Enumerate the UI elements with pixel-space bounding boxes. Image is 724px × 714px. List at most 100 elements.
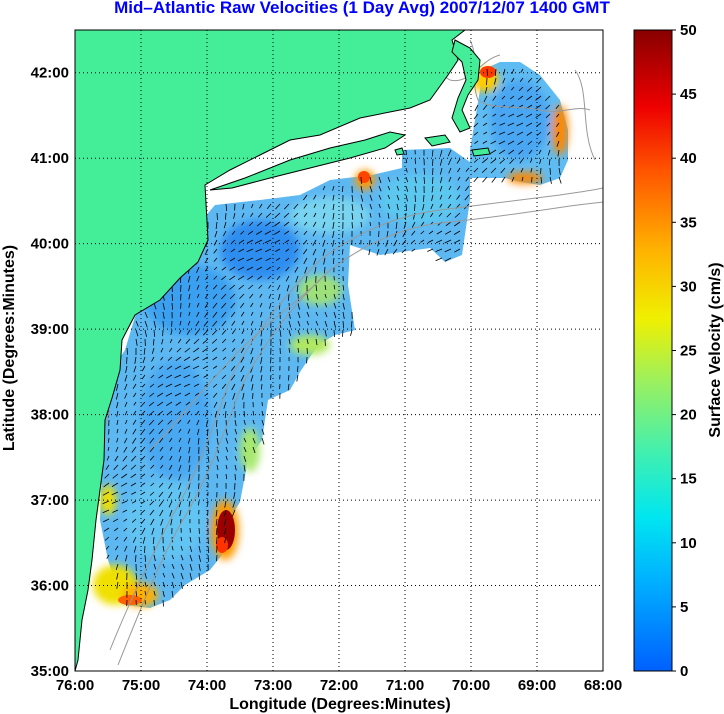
colorbar-tick-label: 20: [680, 407, 697, 424]
x-tick-label: 69:00: [518, 677, 556, 694]
velocity-vector: [169, 509, 173, 517]
velocity-vector: [405, 194, 408, 202]
velocity-vector: [448, 167, 452, 174]
velocity-vector: [153, 563, 157, 570]
velocity-vector: [178, 437, 182, 443]
velocity-vector: [500, 167, 506, 174]
velocity-vector: [251, 383, 254, 391]
velocity-vector: [518, 149, 524, 155]
velocity-vector: [180, 284, 182, 292]
velocity-vector: [396, 185, 400, 191]
velocity-vector: [144, 599, 146, 605]
velocity-vector: [420, 221, 425, 227]
velocity-vector: [230, 248, 236, 253]
velocity-vector: [333, 311, 337, 319]
velocity-vector: [360, 185, 363, 193]
velocity-vector: [105, 464, 110, 470]
velocity-vector: [315, 302, 319, 308]
velocity-vector: [150, 482, 155, 487]
velocity-vector: [171, 581, 175, 589]
velocity-vector: [439, 158, 443, 166]
velocity-vector: [448, 194, 452, 199]
velocity-vector: [297, 338, 300, 344]
velocity-vector: [535, 95, 542, 101]
velocity-vector: [261, 437, 265, 445]
velocity-vector: [265, 212, 272, 218]
velocity-vector: [456, 185, 461, 191]
velocity-vector: [106, 554, 110, 559]
velocity-vector: [288, 293, 290, 301]
velocity-vector: [445, 221, 452, 227]
velocity-vector: [521, 176, 524, 182]
velocity-vector: [555, 104, 560, 110]
velocity-vector: [189, 563, 193, 571]
velocity-vector: [333, 284, 336, 290]
velocity-vector: [234, 446, 237, 451]
velocity-vector: [526, 131, 533, 136]
velocity-vector: [132, 383, 137, 389]
velocity-vector: [332, 185, 335, 191]
velocity-vector: [215, 500, 218, 508]
velocity-vector: [454, 221, 461, 227]
velocity-vector: [234, 437, 238, 443]
velocity-vector: [457, 167, 461, 173]
velocity-vector: [113, 464, 119, 471]
velocity-vector: [213, 239, 218, 246]
velocity-vector: [168, 491, 173, 499]
velocity-vector: [246, 248, 254, 253]
velocity-vector: [224, 500, 227, 508]
velocity-vector: [537, 140, 542, 145]
bathymetry-contour-1: [109, 187, 603, 651]
velocity-vector: [259, 203, 263, 209]
velocity-vector: [223, 221, 227, 229]
velocity-vector: [405, 158, 408, 164]
velocity-vector: [114, 536, 119, 541]
velocity-vector: [453, 239, 461, 244]
velocity-vector: [414, 167, 417, 174]
velocity-vector: [393, 239, 398, 247]
velocity-vector: [180, 554, 184, 561]
velocity-vector: [131, 500, 137, 504]
velocity-vector: [121, 491, 128, 495]
velocity-vector: [212, 302, 218, 309]
velocity-vector: [369, 194, 373, 201]
velocity-vector: [194, 392, 200, 397]
velocity-vector: [166, 374, 173, 379]
velocity-vector: [189, 554, 193, 562]
velocity-vector: [516, 122, 524, 127]
velocity-vector: [115, 545, 119, 551]
velocity-vector: [188, 302, 191, 308]
velocity-vector: [387, 212, 390, 219]
velocity-vector: [171, 545, 174, 551]
velocity-vector: [216, 419, 218, 428]
velocity-vector: [111, 491, 119, 496]
velocity-vector: [558, 176, 562, 184]
velocity-vector: [159, 446, 164, 452]
velocity-vector: [216, 536, 218, 544]
velocity-vector: [232, 338, 236, 343]
velocity-vector: [239, 293, 245, 299]
velocity-vector: [221, 293, 227, 300]
velocity-vector: [547, 131, 551, 136]
velocity-vector: [179, 311, 182, 318]
velocity-vector: [507, 122, 515, 126]
velocity-vector: [171, 302, 173, 310]
velocity-vector: [261, 419, 264, 426]
velocity-vector: [259, 293, 263, 298]
y-tick-label: 37:00: [31, 492, 69, 509]
velocity-vector: [303, 257, 308, 264]
velocity-vector: [473, 176, 479, 183]
velocity-vector: [255, 230, 263, 235]
velocity-vector: [303, 230, 308, 235]
velocity-vector: [153, 554, 156, 562]
velocity-vector: [285, 248, 290, 252]
velocity-vector: [193, 374, 200, 378]
velocity-vector: [315, 320, 319, 326]
velocity-vector: [516, 113, 524, 118]
velocity-vector: [297, 302, 300, 310]
velocity-vector: [124, 545, 128, 552]
velocity-vector: [168, 500, 173, 508]
velocity-vector: [158, 491, 164, 498]
velocity-vector: [204, 293, 209, 299]
velocity-vector: [174, 383, 182, 388]
